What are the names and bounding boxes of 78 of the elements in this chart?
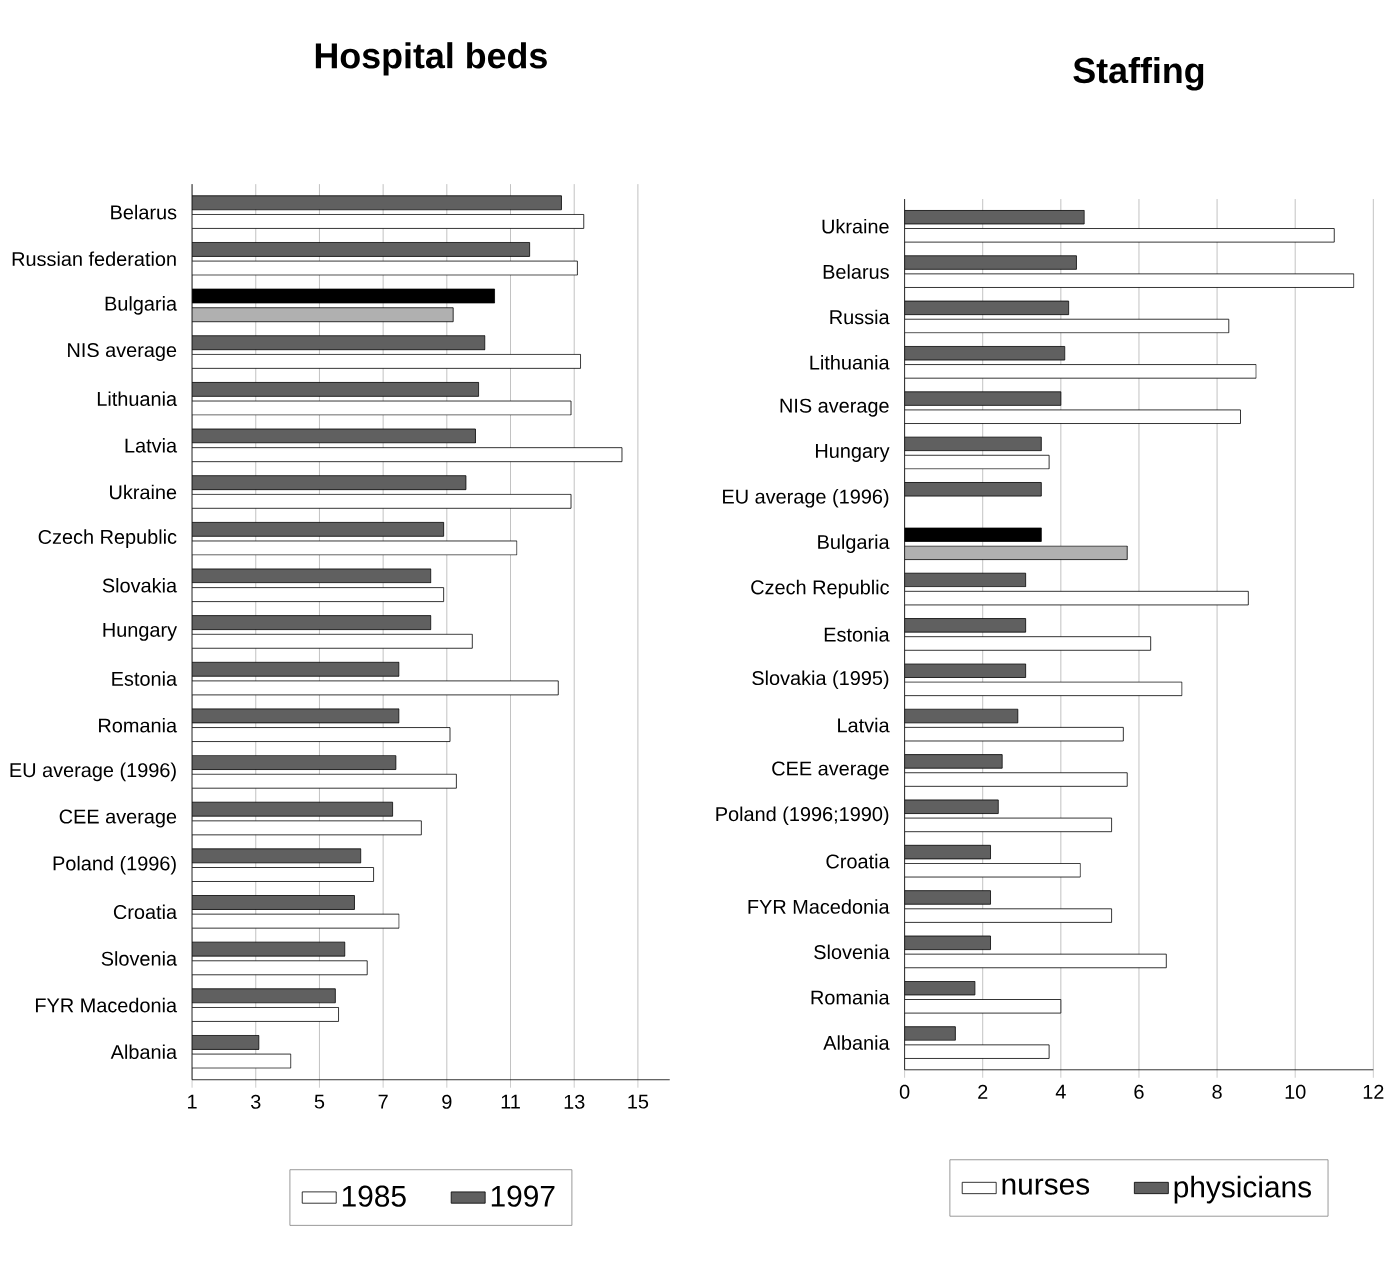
x-tick-label: 4 bbox=[1055, 1084, 1066, 1099]
y-tick-label: Bulgaria bbox=[818, 534, 890, 554]
x-tick-label: 2 bbox=[978, 1084, 988, 1099]
y-tick-label: Czech Republic bbox=[38, 529, 177, 549]
y-tick-label: Croatia bbox=[113, 904, 178, 920]
bar bbox=[904, 1026, 956, 1041]
x-tick-label: 9 bbox=[442, 1094, 452, 1109]
y-tick-label: Slovakia (1995) bbox=[752, 670, 889, 690]
y-tick-label: Slovenia bbox=[101, 951, 178, 966]
x-tick-label: 6 bbox=[1134, 1084, 1144, 1099]
y-tick-label: CEE average bbox=[59, 809, 177, 828]
y-tick-label: Latvia bbox=[125, 438, 178, 453]
y-tick-label: Belarus bbox=[111, 204, 177, 220]
chart-title: Hospital beds bbox=[315, 42, 547, 76]
y-tick-label: Lithuania bbox=[810, 355, 890, 370]
bar bbox=[904, 618, 1027, 633]
bar bbox=[904, 772, 1128, 787]
y-tick-label: Russia bbox=[830, 309, 890, 325]
bar bbox=[904, 754, 1003, 769]
x-tick-label: 10 bbox=[1285, 1084, 1306, 1099]
y-tick-label: Albania bbox=[110, 1044, 178, 1060]
y-tick-label: Ukraine bbox=[110, 484, 177, 500]
bar bbox=[904, 663, 1027, 679]
bar bbox=[904, 455, 1050, 470]
y-tick-label: Hungary bbox=[103, 623, 178, 641]
bar bbox=[904, 681, 1183, 697]
bar bbox=[904, 817, 1113, 833]
y-tick-label: Slovakia bbox=[102, 578, 178, 593]
y-tick-label: Romania bbox=[811, 990, 890, 1005]
bar bbox=[904, 482, 1042, 497]
legend-label: 1985 bbox=[342, 1185, 406, 1207]
x-tick-label: 8 bbox=[1212, 1084, 1222, 1099]
bar bbox=[904, 436, 1042, 452]
bar bbox=[904, 210, 1085, 225]
legend-label: nurses bbox=[1002, 1178, 1090, 1195]
x-tick-label: 3 bbox=[250, 1094, 261, 1109]
y-tick-label: Belarus bbox=[823, 264, 889, 280]
y-tick-label: NIS average bbox=[780, 398, 889, 417]
bar bbox=[904, 318, 1230, 334]
bar bbox=[904, 863, 1081, 878]
bar bbox=[904, 527, 1042, 542]
x-tick-label: 1 bbox=[188, 1094, 197, 1109]
x-tick-label: 5 bbox=[314, 1094, 325, 1109]
x-tick-label: 12 bbox=[1363, 1084, 1384, 1099]
y-tick-label: Croatia bbox=[826, 853, 890, 869]
y-tick-label: Slovenia bbox=[814, 944, 890, 960]
y-tick-label: Estonia bbox=[112, 671, 178, 686]
legend-label: 1997 bbox=[491, 1185, 555, 1207]
bar bbox=[904, 364, 1257, 379]
y-tick-label: Romania bbox=[99, 718, 178, 733]
x-tick-label: 11 bbox=[501, 1094, 520, 1109]
y-tick-label: EU average (1996) bbox=[10, 762, 176, 782]
x-tick-label: 13 bbox=[564, 1094, 585, 1109]
bar bbox=[904, 799, 999, 815]
y-tick-label: Bulgaria bbox=[105, 296, 178, 315]
x-tick-label: 0 bbox=[899, 1084, 910, 1099]
y-tick-label: FYR Macedonia bbox=[748, 899, 890, 914]
y-tick-label: FYR Macedonia bbox=[35, 997, 178, 1013]
y-tick-label: Czech Republic bbox=[751, 579, 890, 599]
bar bbox=[904, 999, 1062, 1014]
y-tick-label: Hungary bbox=[816, 444, 890, 463]
y-tick-label: Poland (1996;1990) bbox=[716, 806, 889, 826]
y-tick-label: Latvia bbox=[838, 717, 890, 733]
bar bbox=[904, 908, 1113, 923]
legend-label: physicians bbox=[1174, 1175, 1311, 1204]
y-tick-label: Russian federation bbox=[12, 251, 176, 267]
x-tick-label: 7 bbox=[378, 1094, 388, 1109]
x-tick-label: 15 bbox=[628, 1094, 649, 1109]
chart-title: Staffing bbox=[1073, 57, 1204, 91]
y-tick-label: Lithuania bbox=[97, 391, 178, 407]
y-tick-label: Estonia bbox=[824, 627, 890, 642]
y-tick-label: Ukraine bbox=[822, 219, 889, 234]
y-tick-label: CEE average bbox=[772, 761, 889, 780]
y-tick-label: EU average (1996) bbox=[723, 489, 889, 508]
y-tick-label: Poland (1996) bbox=[53, 856, 176, 875]
bar bbox=[904, 572, 1027, 588]
y-tick-label: NIS average bbox=[68, 343, 177, 362]
y-tick-label: Albania bbox=[823, 1035, 890, 1051]
